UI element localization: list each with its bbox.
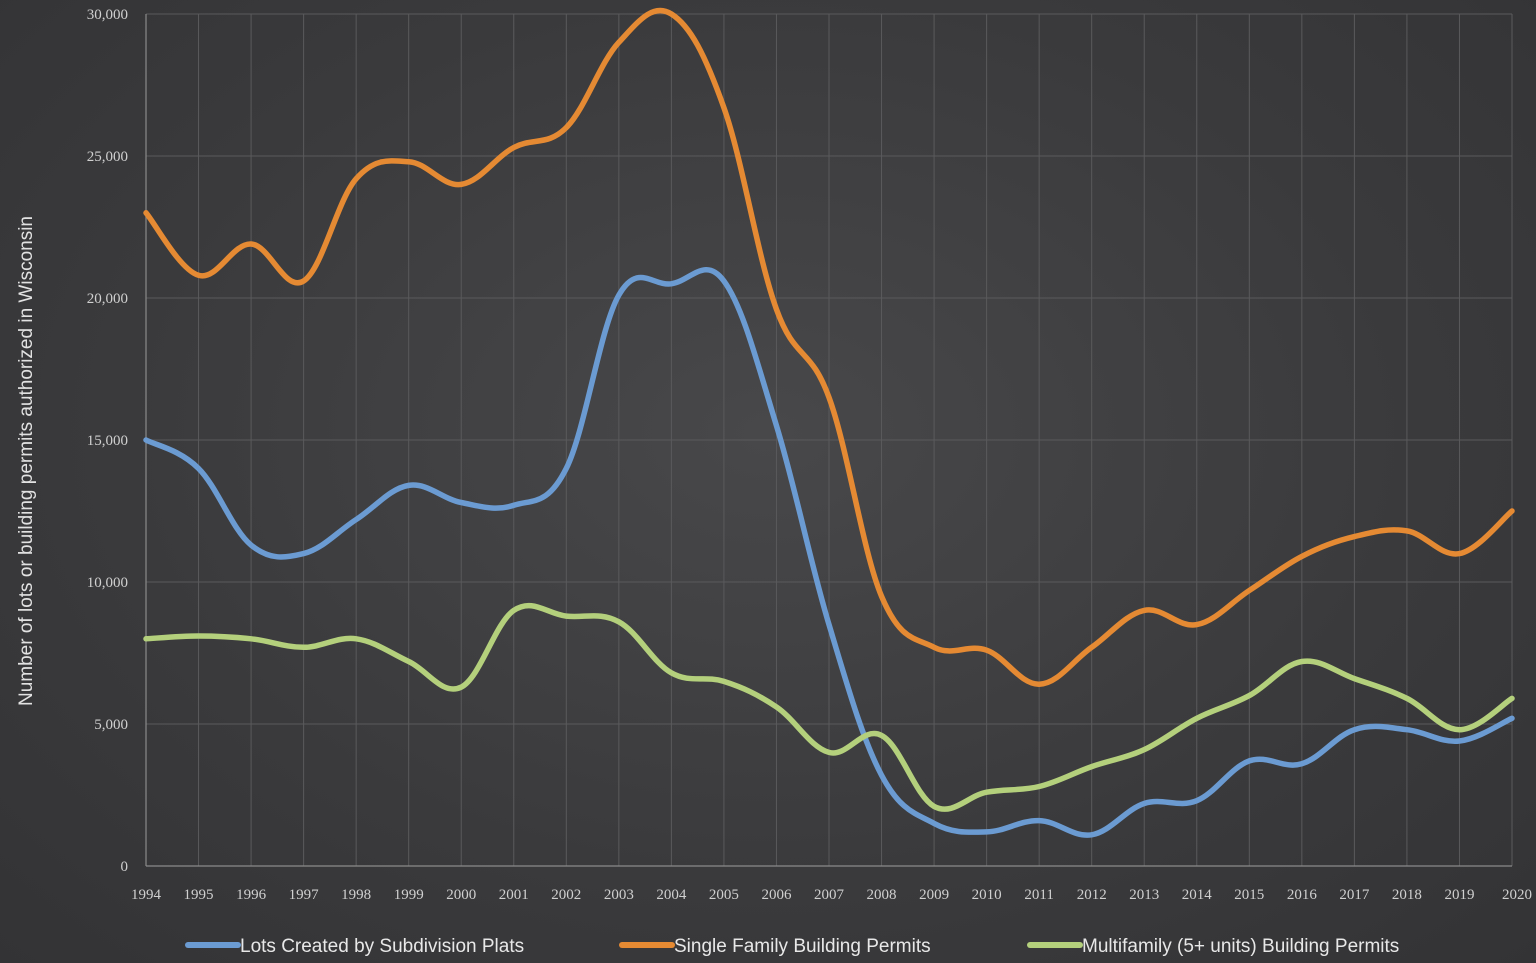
x-tick-label: 1996: [236, 887, 267, 903]
x-tick-label: 2000: [446, 887, 476, 903]
y-tick-labels: 0 5,000 10,000 15,000 20,000 25,000 30,000: [87, 7, 128, 875]
x-tick-label: 2017: [1339, 887, 1370, 903]
series-line-lots-subdivision-plats: [143, 267, 1515, 838]
x-tick-labels: 1994 1995 1996 1997 1998 1999 2000 2001 2002 2003…: [131, 887, 1532, 903]
y-tick-label: 20,000: [87, 291, 128, 307]
legend-item-single-family-permits: Single Family Building Permits: [619, 936, 931, 957]
x-tick-label: 2020: [1502, 887, 1532, 903]
x-tick-label: 2011: [1024, 887, 1053, 903]
y-axis-title: Number of lots or building permits autho…: [16, 216, 37, 706]
x-tick-label: 1994: [131, 887, 162, 903]
x-tick-label: 2004: [656, 887, 687, 903]
legend-label: Single Family Building Permits: [674, 936, 931, 957]
legend-label: Multifamily (5+ units) Building Permits: [1082, 936, 1399, 957]
series-line-multifamily-permits: [143, 602, 1515, 812]
legend-label: Lots Created by Subdivision Plats: [240, 936, 524, 957]
x-tick-label: 1999: [394, 887, 424, 903]
x-tick-label: 1998: [341, 887, 371, 903]
x-tick-label: 2018: [1392, 887, 1422, 903]
grid: [145, 13, 1513, 866]
x-tick-label: 2008: [867, 887, 897, 903]
x-tick-label: 2014: [1182, 887, 1213, 903]
x-tick-label: 2010: [972, 887, 1002, 903]
y-tick-label: 5,000: [94, 717, 128, 733]
series-lines: [143, 7, 1515, 838]
legend-item-multifamily-permits: Multifamily (5+ units) Building Permits: [1027, 936, 1399, 957]
x-tick-label: 1995: [184, 887, 214, 903]
x-tick-label: 2002: [551, 887, 581, 903]
y-tick-label: 15,000: [87, 433, 128, 449]
x-tick-label: 2006: [761, 887, 792, 903]
x-tick-label: 2013: [1129, 887, 1159, 903]
legend-item-lots-subdivision-plats: Lots Created by Subdivision Plats: [185, 936, 524, 957]
x-tick-label: 2012: [1077, 887, 1107, 903]
x-tick-label: 2001: [499, 887, 529, 903]
series-line-single-family-permits: [143, 7, 1515, 687]
x-tick-label: 2003: [604, 887, 634, 903]
y-tick-label: 10,000: [87, 575, 128, 591]
x-tick-label: 2015: [1234, 887, 1264, 903]
x-tick-label: 2016: [1287, 887, 1318, 903]
x-tick-label: 2009: [919, 887, 949, 903]
y-tick-label: 25,000: [87, 149, 128, 165]
legend: Lots Created by Subdivision Plats Single …: [185, 936, 1399, 957]
x-tick-label: 2019: [1444, 887, 1474, 903]
y-tick-label: 0: [121, 859, 129, 875]
y-tick-label: 30,000: [87, 7, 128, 23]
x-tick-label: 2007: [814, 887, 845, 903]
x-tick-label: 2005: [709, 887, 739, 903]
x-tick-label: 1997: [289, 887, 320, 903]
